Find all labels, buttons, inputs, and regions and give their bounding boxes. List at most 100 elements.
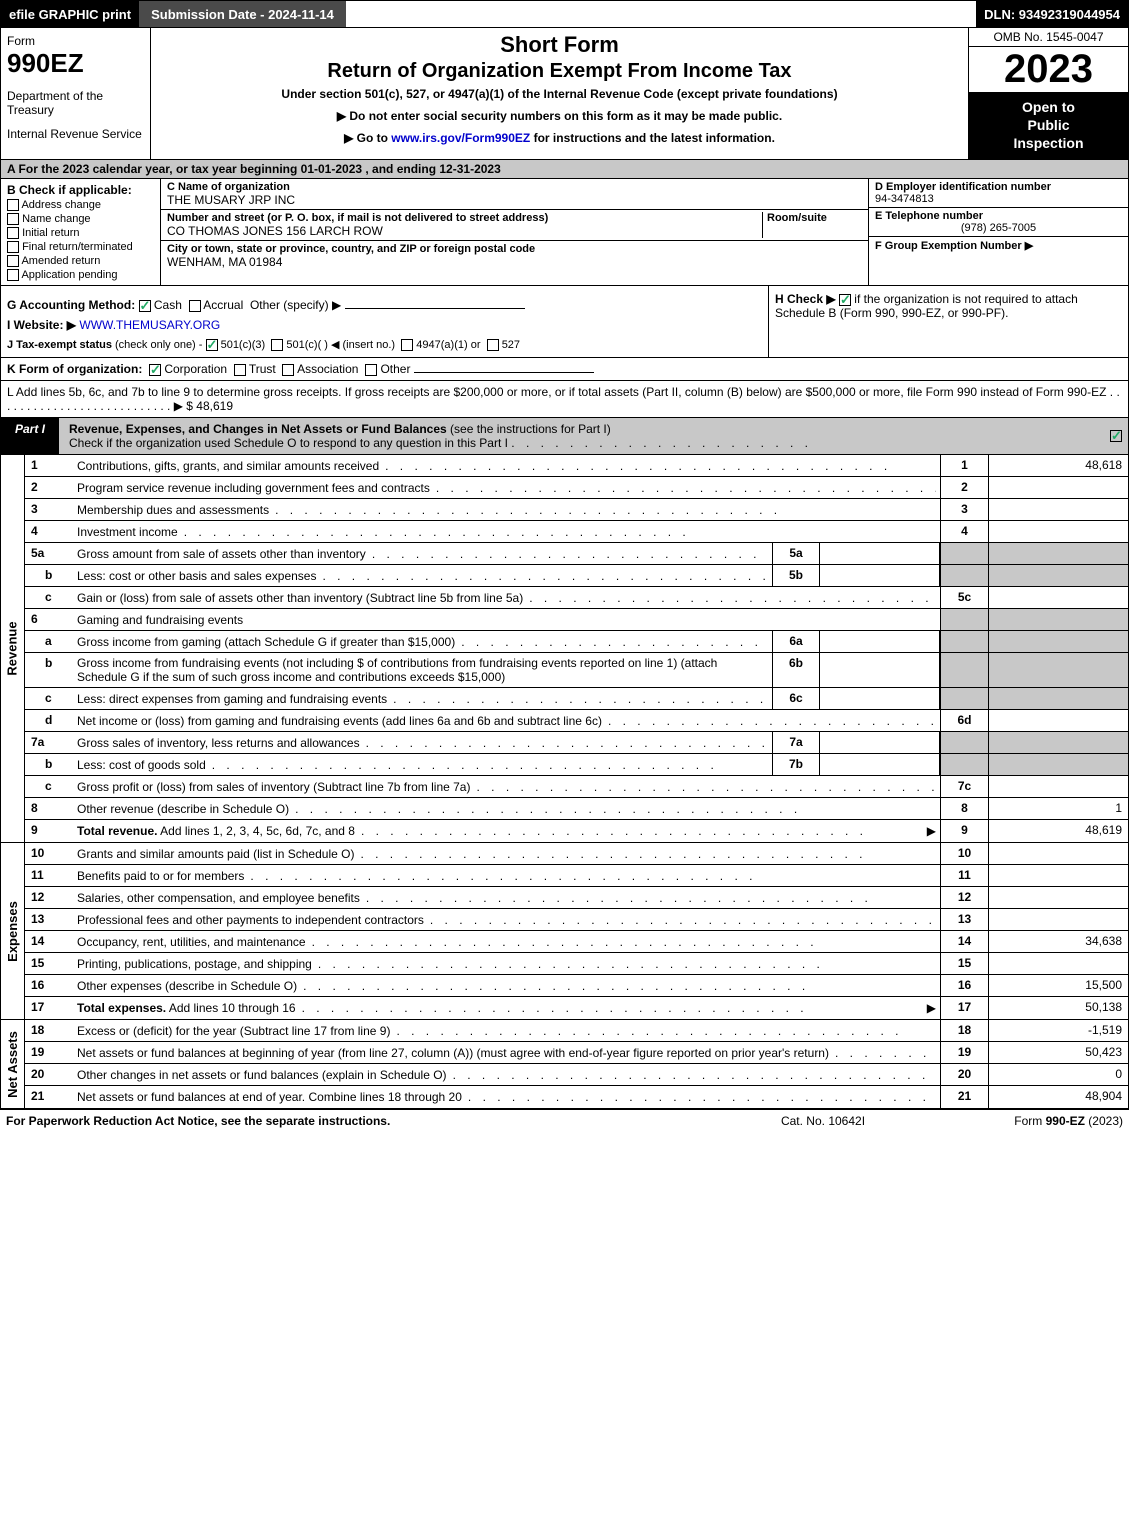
line-number: 1 [25,455,73,476]
top-bar: efile GRAPHIC print Submission Date - 20… [0,0,1129,28]
line-desc: Other expenses (describe in Schedule O).… [73,975,940,996]
cb-527[interactable] [487,339,499,351]
c-name-label: C Name of organization [167,181,862,193]
open-inspection: Open to Public Inspection [969,92,1128,159]
line-number: 13 [25,909,73,930]
table-row: aGross income from gaming (attach Schedu… [25,631,1128,653]
efile-label[interactable]: efile GRAPHIC print [1,1,139,27]
netasset-lines: 18Excess or (deficit) for the year (Subt… [25,1020,1128,1108]
cb-address-change[interactable] [7,199,19,211]
cb-k-other[interactable] [365,364,377,376]
table-row: 17Total expenses. Add lines 10 through 1… [25,997,1128,1019]
line-val [988,688,1128,709]
expense-lines: 10Grants and similar amounts paid (list … [25,843,1128,1019]
table-row: 18Excess or (deficit) for the year (Subt… [25,1020,1128,1042]
line-box [940,609,988,630]
table-row: 3Membership dues and assessments. . . . … [25,499,1128,521]
footer-catno: Cat. No. 10642I [723,1114,923,1128]
line-number: 11 [25,865,73,886]
c-block: C Name of organization THE MUSARY JRP IN… [161,179,868,286]
line-val [988,953,1128,974]
note2-post: for instructions and the latest informat… [530,131,775,145]
footer-form: Form 990-EZ (2023) [923,1114,1123,1128]
cb-final-return[interactable] [7,241,19,253]
section-bcdef: B Check if applicable: Address change Na… [0,179,1129,287]
line-val: 1 [988,798,1128,819]
line-val: 50,138 [988,997,1128,1019]
cb-amended[interactable] [7,255,19,267]
website-link[interactable]: WWW.THEMUSARY.ORG [79,318,220,332]
table-row: 20Other changes in net assets or fund ba… [25,1064,1128,1086]
cb-cash[interactable] [139,300,151,312]
footer-notice: For Paperwork Reduction Act Notice, see … [6,1114,723,1128]
line-number: b [25,754,73,775]
cb-corp[interactable] [149,364,161,376]
f-label: F Group Exemption Number ▶ [875,239,1122,252]
dln: DLN: 93492319044954 [976,1,1128,27]
other-specify-input[interactable] [345,308,525,309]
irs: Internal Revenue Service [7,127,144,141]
cb-501c3[interactable] [206,339,218,351]
line-val [988,587,1128,608]
line-box: 15 [940,953,988,974]
cb-assoc[interactable] [282,364,294,376]
table-row: 1Contributions, gifts, grants, and simil… [25,455,1128,477]
e-label: E Telephone number [875,210,1122,222]
k-other-input[interactable] [414,372,594,373]
table-row: 7aGross sales of inventory, less returns… [25,732,1128,754]
line-number: 3 [25,499,73,520]
cb-initial-return[interactable] [7,227,19,239]
line-val [988,843,1128,864]
line-desc: Gross amount from sale of assets other t… [73,543,772,564]
line-box: 17 [940,997,988,1019]
line-box: 3 [940,499,988,520]
sub-val [820,631,940,652]
table-row: 6Gaming and fundraising events [25,609,1128,631]
cb-4947[interactable] [401,339,413,351]
line-box: 18 [940,1020,988,1041]
cb-501c[interactable] [271,339,283,351]
cb-h[interactable] [839,294,851,306]
line-desc: Less: cost or other basis and sales expe… [73,565,772,586]
line-val [988,653,1128,687]
netassets-table: Net Assets 18Excess or (deficit) for the… [0,1020,1129,1109]
part1-tag: Part I [1,418,59,454]
table-row: bLess: cost of goods sold. . . . . . . .… [25,754,1128,776]
line-desc: Contributions, gifts, grants, and simila… [73,455,940,476]
cb-accrual[interactable] [189,300,201,312]
table-row: 11Benefits paid to or for members. . . .… [25,865,1128,887]
form-header: Form 990EZ Department of the Treasury In… [0,28,1129,160]
line-val [988,499,1128,520]
line-box: 19 [940,1042,988,1063]
cb-part1-schedo[interactable] [1110,430,1122,442]
form-number: 990EZ [7,48,144,79]
cb-name-change[interactable] [7,213,19,225]
line-box: 12 [940,887,988,908]
line-box: 14 [940,931,988,952]
line-val [988,865,1128,886]
table-row: 16Other expenses (describe in Schedule O… [25,975,1128,997]
c-addr: CO THOMAS JONES 156 LARCH ROW [167,224,762,238]
table-row: 21Net assets or fund balances at end of … [25,1086,1128,1108]
table-row: cGross profit or (loss) from sales of in… [25,776,1128,798]
cb-trust[interactable] [234,364,246,376]
line-number: 18 [25,1020,73,1041]
j-label: J Tax-exempt status [7,339,112,351]
c-city: WENHAM, MA 01984 [167,255,862,269]
irs-link[interactable]: www.irs.gov/Form990EZ [391,131,530,145]
line-desc: Less: direct expenses from gaming and fu… [73,688,772,709]
note-ssn: ▶ Do not enter social security numbers o… [161,109,958,123]
cb-pending[interactable] [7,269,19,281]
sub-box: 5b [772,565,820,586]
sub-box: 6a [772,631,820,652]
h-label: H Check ▶ [775,292,836,306]
table-row: 9Total revenue. Add lines 1, 2, 3, 4, 5c… [25,820,1128,842]
sub-box: 5a [772,543,820,564]
line-box: 7c [940,776,988,797]
line-box [940,565,988,586]
line-val: 48,904 [988,1086,1128,1108]
line-desc: Investment income. . . . . . . . . . . .… [73,521,940,542]
form-title-block: Short Form Return of Organization Exempt… [151,28,968,159]
line-box: 20 [940,1064,988,1085]
line-desc: Membership dues and assessments. . . . .… [73,499,940,520]
